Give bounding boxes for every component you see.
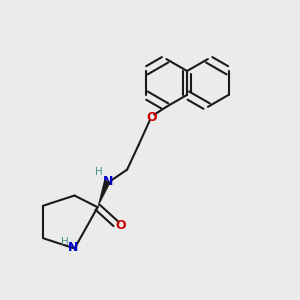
Text: H: H [95, 167, 103, 177]
Text: H: H [61, 237, 69, 247]
Polygon shape [98, 180, 110, 207]
Text: N: N [68, 241, 78, 254]
Text: O: O [115, 219, 126, 232]
Text: O: O [146, 111, 157, 124]
Text: N: N [103, 175, 113, 188]
